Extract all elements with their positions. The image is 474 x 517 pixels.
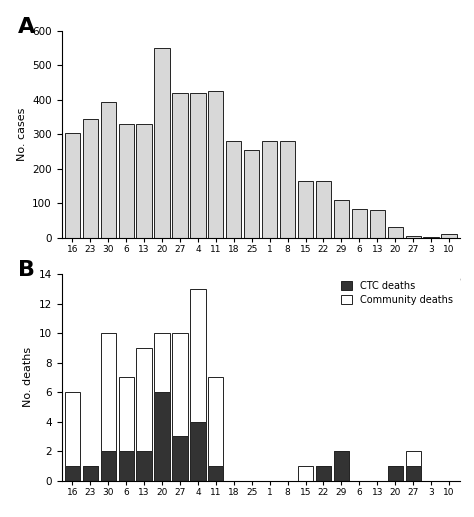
Bar [118,124,134,238]
Bar [244,150,259,238]
Bar [208,466,223,481]
Y-axis label: No. deaths: No. deaths [23,347,33,407]
Text: Jan 2016: Jan 2016 [419,274,462,284]
Bar [441,234,456,238]
Bar [137,124,152,238]
Bar [65,466,80,481]
Bar [316,181,331,238]
Legend: CTC deaths, Community deaths: CTC deaths, Community deaths [338,279,455,307]
Bar [334,451,349,481]
Bar [388,466,403,481]
Bar [100,333,116,451]
Bar [406,451,421,466]
Bar [208,92,223,238]
Bar [173,333,188,436]
Bar [155,48,170,238]
Bar [190,93,206,238]
Text: Oct 2015: Oct 2015 [184,274,229,284]
Bar [226,141,241,238]
Bar [65,133,80,238]
Bar [155,333,170,392]
Bar [298,466,313,481]
Bar [423,237,439,238]
Bar [406,466,421,481]
Bar [155,392,170,481]
Bar [173,93,188,238]
Text: Dec 2015: Dec 2015 [345,274,392,284]
Bar [118,451,134,481]
Text: Sep 2015: Sep 2015 [121,274,167,284]
Bar [388,227,403,238]
Bar [173,436,188,481]
Y-axis label: No. cases: No. cases [17,108,27,161]
Text: A: A [18,17,35,37]
Bar [370,210,385,238]
Bar [65,392,80,466]
Bar [100,451,116,481]
Bar [82,466,98,481]
Bar [190,289,206,422]
Bar [100,102,116,238]
Text: Aug 2015: Aug 2015 [67,274,114,284]
Bar [280,141,295,238]
Bar [190,422,206,481]
Bar [82,119,98,238]
Bar [262,141,277,238]
Bar [406,236,421,238]
Bar [334,200,349,238]
Text: Nov 2015: Nov 2015 [264,274,311,284]
Bar [316,466,331,481]
Bar [137,348,152,451]
Bar [118,377,134,451]
Text: B: B [18,260,35,280]
Bar [352,208,367,238]
Bar [208,377,223,466]
Bar [298,181,313,238]
Bar [137,451,152,481]
